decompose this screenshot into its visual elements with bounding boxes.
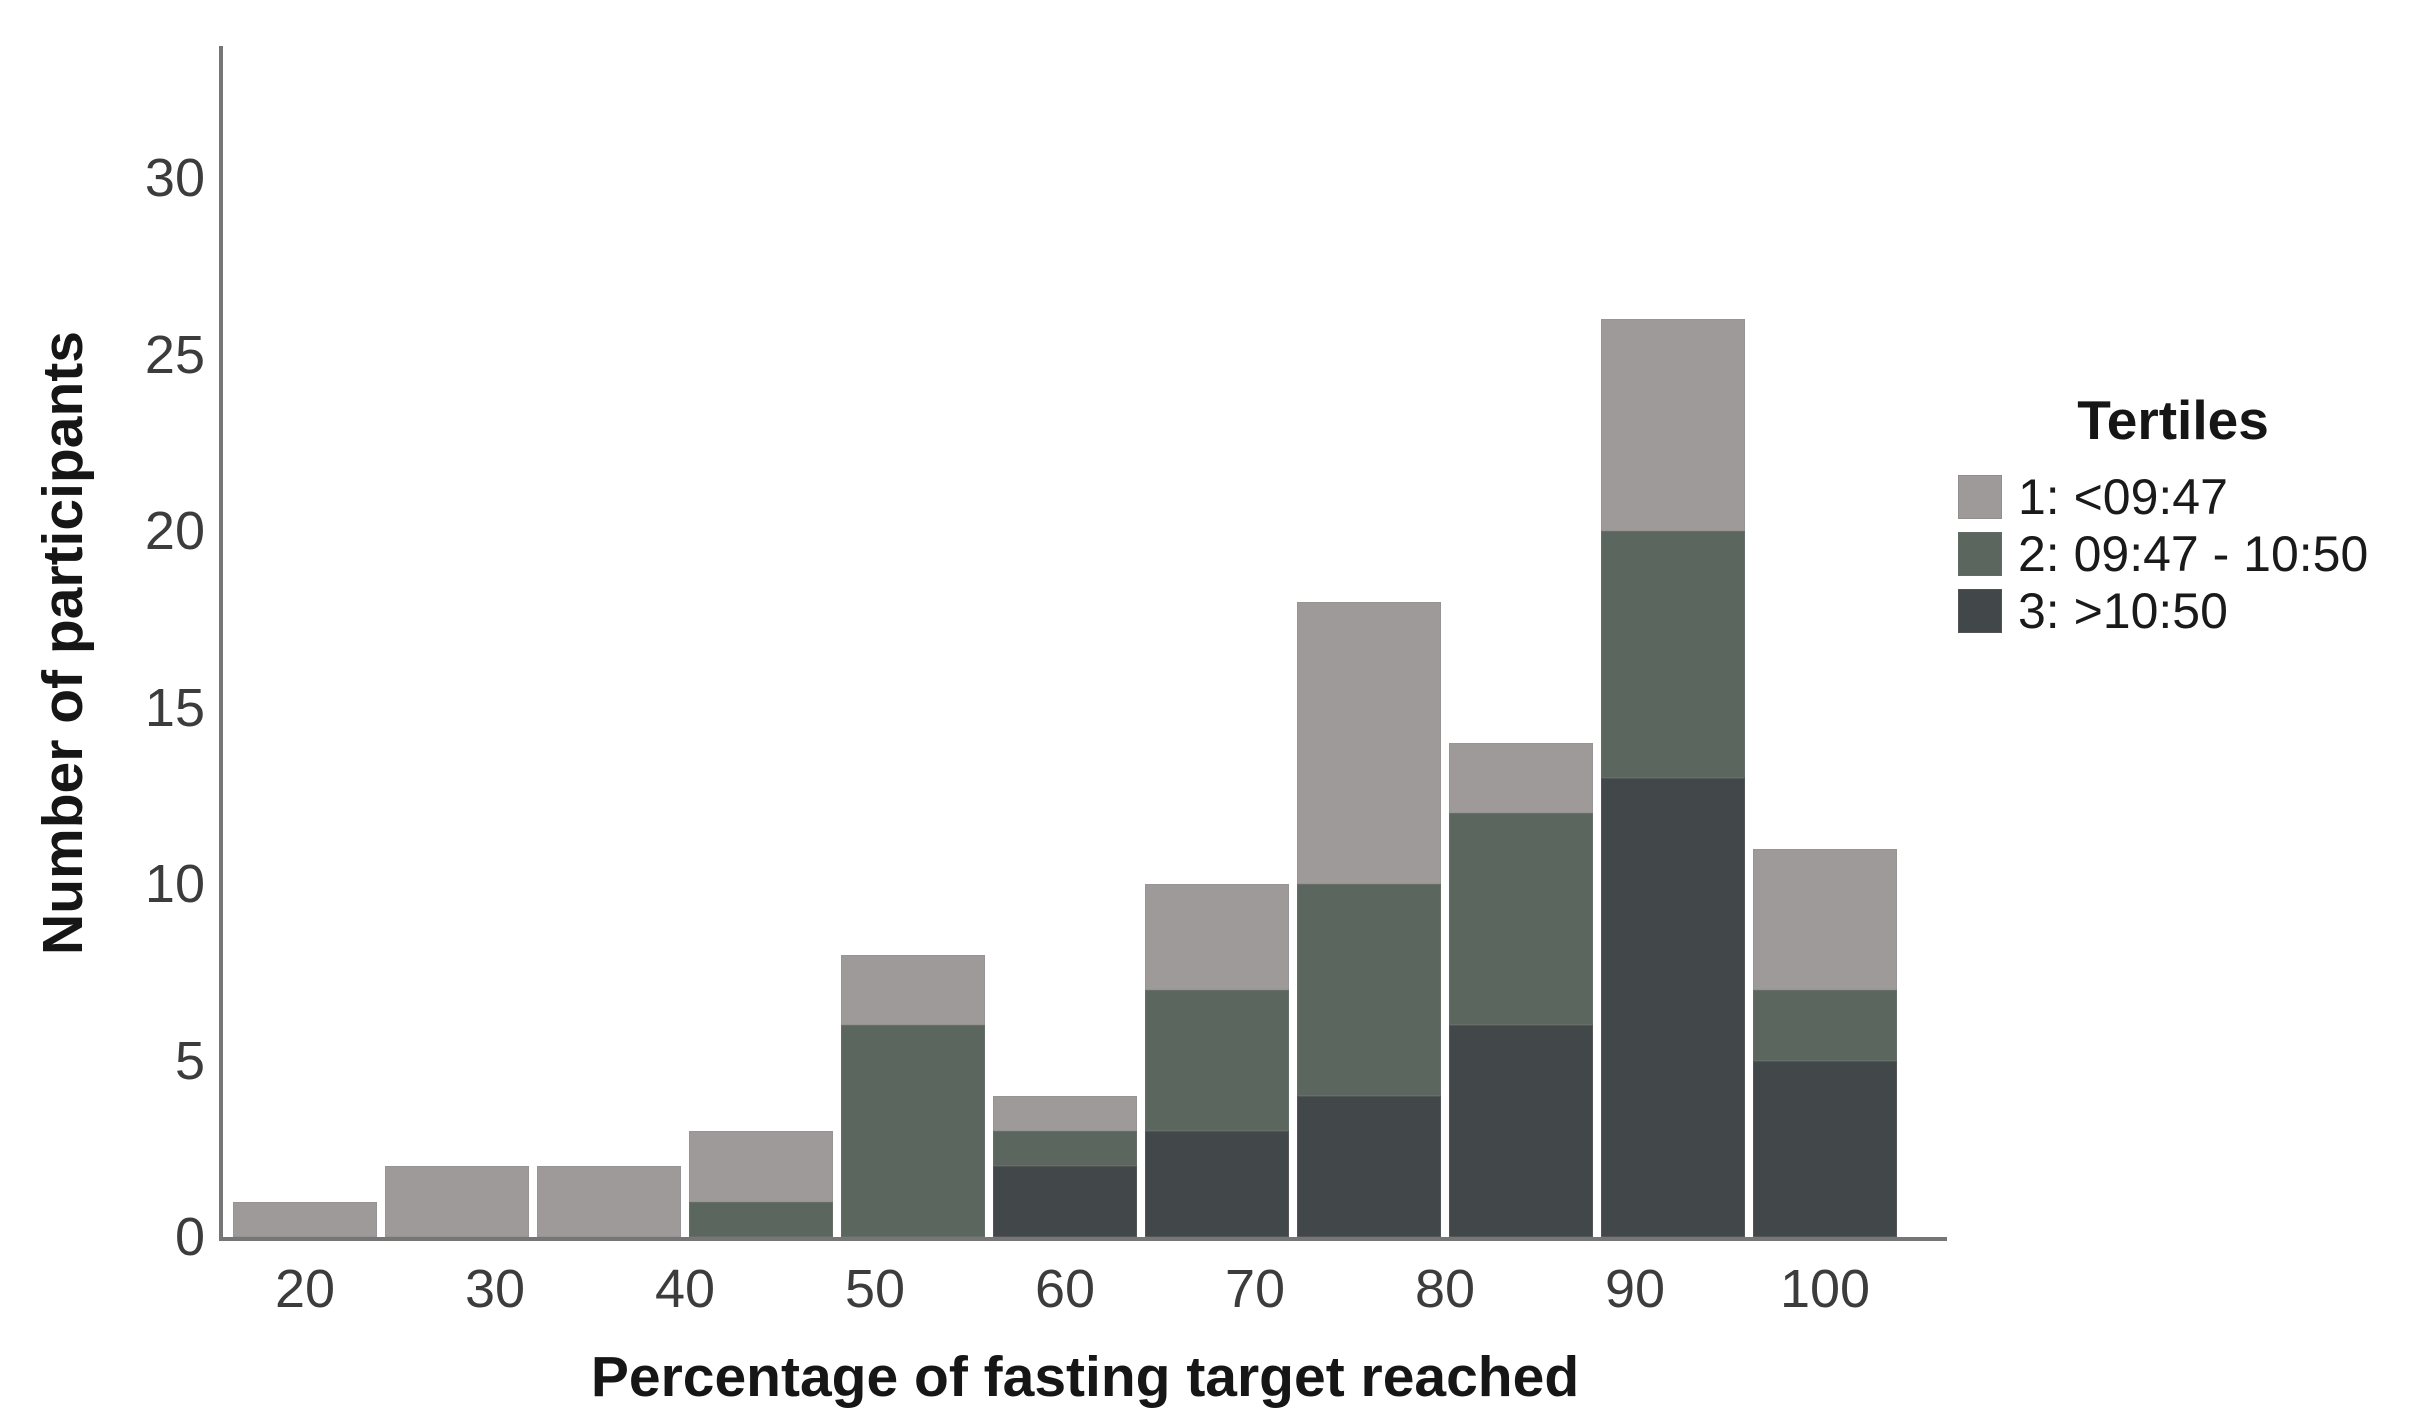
x-tick-label-100: 100: [1779, 1259, 1871, 1319]
bar-segment-tertile-1: [1449, 742, 1593, 814]
bar-stack-44: [689, 1131, 833, 1237]
x-tick-label-60: 60: [1034, 1259, 1096, 1319]
bar-segment-tertile-2: [993, 1131, 1137, 1167]
bar-segment-tertile-1: [689, 1131, 833, 1202]
x-tick-label-70: 70: [1224, 1259, 1286, 1319]
bar-stack-76: [1297, 601, 1441, 1237]
bar-stack-60: [993, 1095, 1137, 1237]
bar-stack-28: [385, 1166, 529, 1237]
bar-segment-tertile-2: [1449, 813, 1593, 1026]
bar-segment-tertile-1: [1297, 601, 1441, 885]
bar-segment-tertile-2: [841, 1025, 985, 1237]
bar-segment-tertile-1: [1601, 319, 1745, 532]
bar-segment-tertile-3: [993, 1166, 1137, 1237]
bar-segment-tertile-2: [1297, 884, 1441, 1096]
y-tick-label-15: 15: [144, 677, 205, 738]
bar-segment-tertile-2: [689, 1201, 833, 1237]
bar-segment-tertile-1: [537, 1166, 681, 1237]
bar-segment-tertile-1: [1753, 848, 1897, 990]
bar-segment-tertile-3: [1145, 1131, 1289, 1237]
bar-stack-52: [841, 954, 985, 1237]
bar-stack-100: [1753, 848, 1897, 1237]
bar-segment-tertile-1: [841, 954, 985, 1026]
x-axis-title: Percentage of fasting target reached: [590, 1345, 1580, 1409]
legend-title: Tertiles: [2077, 389, 2269, 451]
bar-segment-tertile-2: [1753, 989, 1897, 1061]
bar-segment-tertile-2: [1601, 531, 1745, 779]
bar-stack-36: [537, 1166, 681, 1237]
y-tick-label-20: 20: [144, 501, 205, 561]
y-axis-line: [219, 46, 223, 1241]
bar-segment-tertile-3: [1753, 1060, 1897, 1237]
bar-segment-tertile-1: [385, 1166, 529, 1237]
bar-stack-84: [1449, 742, 1593, 1237]
bar-segment-tertile-1: [233, 1201, 377, 1237]
y-tick-label-25: 25: [144, 324, 205, 385]
bar-segment-tertile-1: [1145, 884, 1289, 990]
y-tick-label-5: 5: [174, 1030, 205, 1091]
bar-segment-tertile-1: [993, 1095, 1137, 1132]
legend-item-tertile-3: 3: >10:50: [1958, 583, 2368, 639]
legend-items: 1: <09:47 2: 09:47 - 10:50 3: >10:50: [1958, 469, 2369, 646]
x-tick-label-90: 90: [1604, 1259, 1666, 1319]
x-tick-label-20: 20: [274, 1259, 336, 1319]
legend-item-label: 3: >10:50: [2018, 583, 2228, 639]
legend-swatch-tertile-3: [1958, 589, 2002, 633]
bar-segment-tertile-3: [1297, 1095, 1441, 1237]
x-axis-line: [219, 1237, 1947, 1241]
y-tick-label-0: 0: [174, 1207, 205, 1267]
legend-swatch-tertile-1: [1958, 475, 2002, 519]
x-tick-label-40: 40: [654, 1259, 716, 1319]
x-tick-label-30: 30: [464, 1259, 526, 1319]
legend-item-tertile-1: 1: <09:47: [1958, 469, 2368, 525]
y-tick-label-10: 10: [144, 854, 205, 914]
y-tick-label-30: 30: [144, 148, 205, 208]
bar-segment-tertile-3: [1601, 778, 1745, 1237]
legend-item-label: 1: <09:47: [2018, 469, 2228, 525]
bar-segment-tertile-3: [1449, 1025, 1593, 1237]
legend-item-tertile-2: 2: 09:47 - 10:50: [1958, 526, 2369, 582]
bar-stack-68: [1145, 884, 1289, 1237]
x-tick-label-50: 50: [844, 1259, 906, 1319]
bar-stack-20: [233, 1201, 377, 1237]
legend-swatch-tertile-2: [1958, 532, 2002, 576]
x-tick-label-80: 80: [1414, 1259, 1476, 1319]
legend-item-label: 2: 09:47 - 10:50: [2018, 526, 2369, 582]
bar-segment-tertile-2: [1145, 989, 1289, 1132]
bar-stack-92: [1601, 319, 1745, 1237]
